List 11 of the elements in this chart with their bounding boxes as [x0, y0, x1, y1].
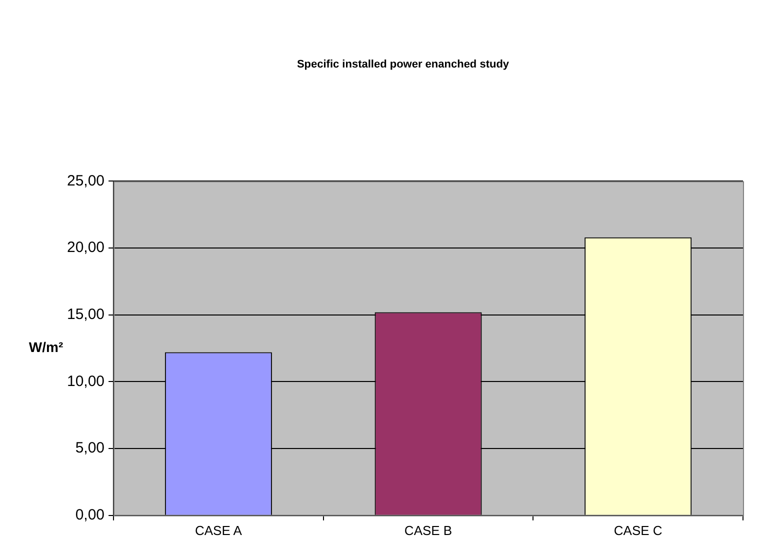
chart-title: Specific installed power enanched study	[296, 58, 510, 71]
y-tick-label: 15,00	[66, 306, 105, 324]
x-tick-label: CASE C	[614, 522, 662, 538]
y-axis-title: W/m²	[28, 339, 64, 356]
y-tick-label: 25,00	[66, 172, 105, 190]
y-tick-label: 0,00	[75, 506, 105, 524]
y-tick-label: 20,00	[66, 239, 105, 256]
x-tick-label: CASE A	[194, 522, 242, 538]
x-tick-label: CASE B	[404, 522, 452, 538]
y-tick-label: 5,00	[75, 440, 105, 457]
y-tick-label: 10,00	[66, 372, 105, 390]
